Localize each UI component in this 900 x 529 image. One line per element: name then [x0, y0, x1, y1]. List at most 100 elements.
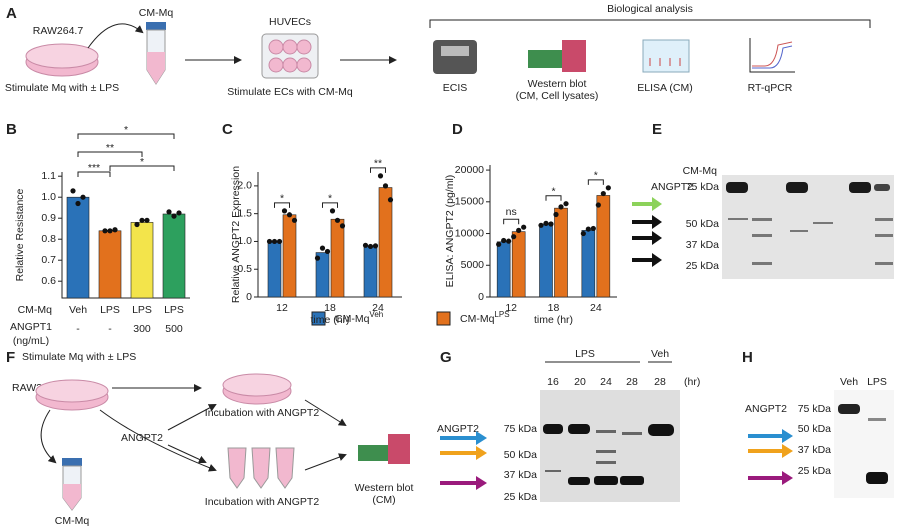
label: RAW264.7 — [33, 25, 84, 37]
x-tick-label: 12 — [505, 302, 517, 314]
y-tick-label: 0.5 — [237, 263, 252, 275]
gel-band — [868, 418, 886, 421]
arrow — [87, 23, 144, 49]
y-tick-label: 10000 — [455, 227, 484, 239]
panel-label: B — [6, 121, 17, 138]
label: Incubation with ANGPT2 — [205, 496, 320, 508]
gel — [540, 390, 680, 502]
unit-label: (hr) — [684, 376, 700, 388]
marker-label: 25 kDa — [798, 465, 831, 477]
x-tick-label: LPS — [132, 304, 152, 316]
legend-sup: Veh — [369, 310, 383, 319]
row-label: ANGPT1 — [10, 321, 52, 333]
significance-label: * — [551, 185, 555, 197]
dish — [222, 373, 292, 397]
lane-label: LPS — [867, 376, 887, 388]
label: Biological analysis — [607, 3, 693, 15]
data-point — [144, 217, 150, 223]
data-point — [80, 194, 86, 200]
panel-e: CM-Mq ANGPT2 75 kDa 50 kDa 37 kDa 25 kDa — [632, 165, 894, 279]
significance-label: ns — [506, 206, 517, 218]
x-tick-label: 18 — [548, 302, 560, 314]
data-point — [112, 227, 118, 233]
bar — [267, 241, 282, 298]
data-point — [501, 237, 507, 244]
lane-label: 20 — [574, 376, 586, 388]
data-point — [276, 238, 283, 245]
bar — [554, 207, 568, 298]
label: ANGPT2 — [121, 432, 163, 444]
x-tick-label: 18 — [324, 302, 336, 314]
marker-label: 25 kDa — [504, 491, 537, 503]
dish — [25, 43, 99, 69]
label: CM-Mq — [139, 7, 174, 19]
bar — [363, 245, 378, 298]
panel-label: G — [440, 349, 452, 366]
data-point — [372, 243, 379, 249]
bracket — [429, 19, 871, 28]
data-point — [102, 228, 108, 234]
protein-label: ANGPT2 — [651, 181, 693, 193]
ecis-icon — [441, 46, 469, 56]
label: Stimulate Mq with ± LPS — [5, 82, 119, 94]
y-tick-label: 0 — [246, 291, 252, 303]
arrow — [304, 399, 347, 427]
label: Stimulate ECs with CM-Mq — [227, 86, 353, 98]
gel-bands — [726, 182, 890, 193]
marker-label: 37 kDa — [686, 239, 719, 251]
significance-bracket — [109, 165, 175, 171]
lane-label: Veh — [840, 376, 858, 388]
bar — [511, 231, 526, 298]
label: Western blot — [355, 482, 414, 494]
row-value: 500 — [165, 323, 183, 335]
y-axis-label: Relative Resistance — [14, 188, 26, 281]
arrows — [440, 431, 487, 490]
ecis-icon — [433, 40, 477, 74]
wb-icon — [562, 40, 586, 72]
label: ELISA (CM) — [637, 82, 692, 94]
data-point — [553, 211, 559, 218]
data-point — [600, 190, 606, 197]
gel-bands — [728, 218, 893, 265]
data-point — [334, 217, 341, 223]
arrow — [304, 453, 347, 471]
tubes — [227, 447, 295, 489]
panel-label: D — [452, 121, 463, 138]
data-point — [548, 221, 554, 227]
y-tick-label: 2.0 — [237, 180, 252, 192]
marker-label: 75 kDa — [686, 181, 719, 193]
marker-label: 37 kDa — [798, 444, 831, 456]
data-point — [585, 226, 591, 232]
row-value: 300 — [133, 323, 151, 335]
legend-name: CM-Mq — [460, 313, 495, 325]
protein-label: ANGPT2 — [437, 423, 479, 435]
lane-label: 16 — [547, 376, 559, 388]
tube-liquid — [147, 52, 165, 84]
lane-label: 28 — [654, 376, 666, 388]
y-tick-label: 1.0 — [237, 235, 252, 247]
marker-label: 25 kDa — [686, 260, 719, 272]
marker-label: 37 kDa — [504, 469, 537, 481]
significance-bracket — [77, 151, 143, 157]
data-point — [286, 212, 293, 218]
bar — [596, 195, 611, 298]
y-tick-label: 0.9 — [41, 212, 56, 224]
marker-label: 50 kDa — [686, 218, 719, 230]
legend-sup: LPS — [494, 310, 509, 319]
data-point — [314, 255, 321, 261]
legend-name: CM-Mq — [335, 313, 370, 325]
data-point — [382, 183, 389, 189]
bar — [496, 241, 511, 298]
arrows — [748, 429, 793, 485]
y-tick-label: 15000 — [455, 196, 484, 208]
significance-bracket — [587, 179, 604, 185]
y-tick-label: 0.6 — [41, 275, 56, 287]
wb-icon — [358, 445, 388, 461]
data-point — [563, 201, 569, 207]
label: CM-Mq — [55, 515, 90, 527]
label: Veh — [651, 348, 669, 360]
panel-label: F — [6, 349, 15, 366]
label: Incubation with ANGPT2 — [205, 407, 320, 419]
significance-bracket — [77, 133, 175, 139]
